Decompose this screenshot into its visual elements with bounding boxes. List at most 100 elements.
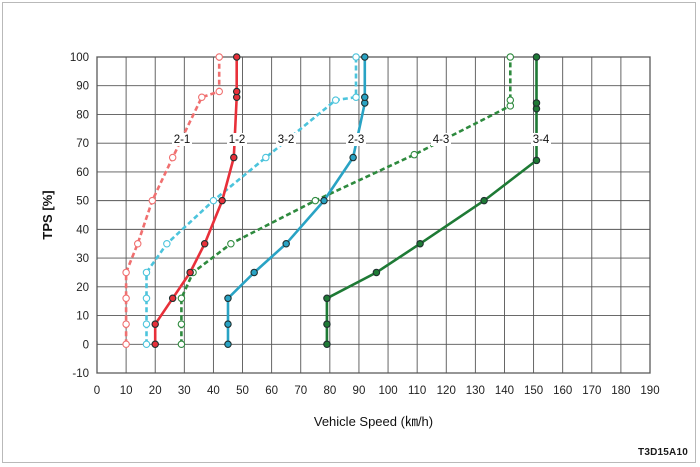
y-tick-label: 0 — [83, 339, 89, 351]
x-tick-label: 110 — [408, 385, 426, 397]
data-point — [361, 93, 369, 101]
data-point — [227, 239, 235, 248]
y-tick-label: -10 — [72, 368, 89, 380]
data-point — [186, 268, 194, 277]
y-tick-label: 10 — [76, 311, 89, 323]
data-point — [215, 53, 223, 61]
data-point — [506, 96, 515, 104]
data-point — [224, 340, 232, 349]
data-point — [142, 340, 151, 349]
series-label-bg — [227, 133, 247, 146]
x-tick-label: 0 — [94, 385, 100, 397]
x-tick-label: 70 — [294, 385, 307, 397]
data-point — [372, 268, 381, 277]
series-3-4 — [323, 53, 541, 349]
x-tick-label: 120 — [437, 385, 456, 397]
x-tick-label: 40 — [207, 385, 220, 397]
x-tick-label: 150 — [524, 385, 543, 397]
x-tick-label: 140 — [495, 385, 514, 397]
data-point — [230, 153, 238, 162]
data-point — [282, 239, 290, 248]
data-point — [323, 340, 331, 349]
data-point — [320, 196, 328, 205]
data-point — [177, 320, 186, 328]
series-2-1 — [122, 53, 223, 349]
data-point — [331, 96, 340, 104]
data-point — [122, 294, 130, 303]
data-point — [142, 320, 151, 328]
data-point — [224, 320, 232, 328]
data-point — [416, 239, 424, 248]
y-tick-label: 60 — [76, 167, 89, 179]
data-point — [151, 320, 159, 328]
data-point — [151, 340, 159, 349]
data-point — [122, 268, 130, 277]
y-tick-label: 40 — [76, 224, 89, 236]
data-point — [532, 99, 541, 107]
series-1-2 — [151, 53, 241, 349]
data-point — [122, 320, 130, 328]
x-axis-label: Vehicle Speed (㎞/h) — [314, 414, 433, 429]
data-point — [323, 320, 331, 328]
series-label: 3-2 — [278, 134, 295, 146]
data-point — [218, 196, 226, 205]
data-point — [177, 340, 186, 349]
x-tick-label: 10 — [120, 385, 133, 397]
data-point — [177, 294, 186, 303]
x-tick-label: 100 — [378, 385, 397, 397]
series-layer — [122, 53, 541, 349]
series-line-2-1 — [124, 57, 221, 345]
data-point — [168, 294, 177, 303]
y-tick-label: 30 — [76, 253, 89, 265]
series-label: 1-2 — [229, 134, 246, 146]
data-point — [133, 239, 142, 248]
series-label: 3-4 — [533, 134, 550, 146]
figure-code: T3D15A10 — [638, 447, 688, 458]
y-tick-label: 90 — [76, 81, 89, 93]
data-point — [232, 87, 241, 96]
data-point — [532, 53, 541, 61]
data-point — [200, 239, 209, 248]
data-point — [352, 93, 360, 101]
series-3-2 — [142, 53, 360, 349]
x-tick-labels: 0 10 20 30 40 50 60 70 80 90 100 110 120 130 140 150 160… — [94, 385, 660, 397]
data-point — [224, 294, 232, 303]
data-point — [215, 87, 223, 96]
y-tick-labels: -10 0 10 20 30 40 50 60 70 80 90 100 — [70, 52, 89, 380]
x-tick-label: 90 — [353, 385, 366, 397]
data-point — [168, 153, 177, 162]
data-point — [148, 196, 157, 205]
data-point — [506, 53, 515, 61]
data-point — [142, 268, 151, 277]
data-point — [163, 239, 171, 248]
data-point — [262, 153, 270, 162]
data-point — [349, 153, 357, 162]
data-point — [352, 53, 360, 61]
data-point — [311, 196, 320, 205]
x-tick-label: 130 — [466, 385, 485, 397]
x-tick-label: 190 — [640, 385, 659, 397]
x-tick-label: 30 — [178, 385, 191, 397]
data-point — [323, 294, 331, 303]
y-tick-label: 50 — [76, 196, 89, 208]
y-tick-label: 100 — [70, 52, 89, 64]
y-axis-label: TPS [%] — [40, 190, 55, 239]
series-2-3 — [224, 53, 369, 349]
x-tick-label: 170 — [582, 385, 601, 397]
x-tick-label: 180 — [611, 385, 630, 397]
series-label-bg — [431, 133, 451, 146]
data-point — [480, 196, 488, 205]
data-point — [198, 93, 206, 101]
series-line-3-2 — [145, 57, 358, 345]
x-tick-label: 20 — [149, 385, 162, 397]
data-point — [142, 294, 151, 303]
series-label: 2-1 — [174, 134, 191, 146]
series-label-bg — [172, 133, 192, 146]
data-point — [232, 53, 241, 61]
x-tick-label: 80 — [323, 385, 336, 397]
data-point — [122, 340, 130, 349]
y-tick-label: 80 — [76, 109, 89, 121]
series-4-3 — [177, 53, 515, 349]
x-tick-label: 60 — [265, 385, 278, 397]
